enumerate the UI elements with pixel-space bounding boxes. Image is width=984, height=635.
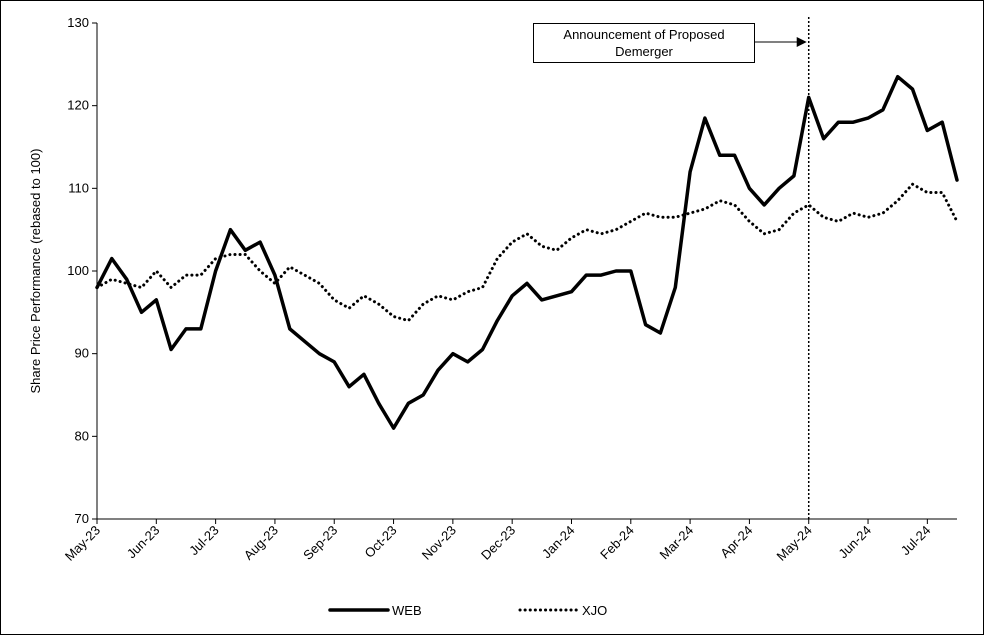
x-tick-label: Jan-24 [539,523,578,562]
x-tick-label: Aug-23 [241,523,281,563]
x-tick-label: May-24 [774,523,815,564]
x-tick-label: Sep-23 [300,523,340,563]
series-line [95,182,959,323]
x-tick-label: Jul-23 [186,523,222,559]
y-tick-label: 100 [67,263,89,278]
legend-label: WEB [392,603,422,618]
series-line [95,74,959,430]
x-tick-label: Jun-23 [124,523,163,562]
y-tick-label: 110 [68,180,89,195]
event-arrowhead [796,37,807,47]
annotation: Announcement of Proposed Demerger [533,23,755,63]
x-tick-label: Jun-24 [835,523,874,562]
x-tick-label: Apr-24 [717,523,755,561]
x-tick-label: Dec-23 [478,523,518,563]
y-tick-label: 90 [75,346,89,361]
x-tick-label: Nov-23 [419,523,459,563]
y-tick-label: 120 [67,98,89,113]
y-axis-label: Share Price Performance (rebased to 100) [28,149,43,394]
x-tick-label: Mar-24 [656,523,696,563]
y-tick-label: 70 [75,511,89,526]
x-tick-label: May-23 [62,523,103,564]
x-tick-label: Oct-23 [361,523,399,561]
y-tick-label: 130 [67,15,89,30]
x-tick-label: Jul-24 [898,523,934,559]
y-tick-label: 80 [75,428,89,443]
legend-label: XJO [582,603,607,618]
x-tick-label: Feb-24 [597,523,637,563]
